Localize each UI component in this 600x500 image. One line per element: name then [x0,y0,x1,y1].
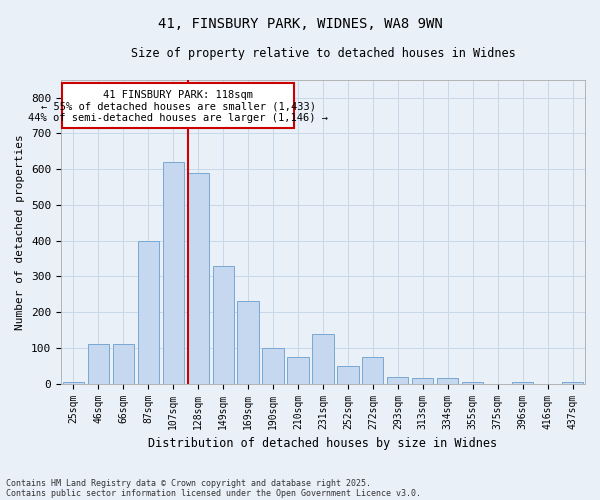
Y-axis label: Number of detached properties: Number of detached properties [16,134,25,330]
Bar [88,344,109,384]
Bar [137,240,159,384]
Text: 41 FINSBURY PARK: 118sqm: 41 FINSBURY PARK: 118sqm [103,90,253,100]
Bar [113,344,134,384]
Text: 41, FINSBURY PARK, WIDNES, WA8 9WN: 41, FINSBURY PARK, WIDNES, WA8 9WN [158,18,442,32]
Bar [163,162,184,384]
Bar [462,382,484,384]
Text: ← 55% of detached houses are smaller (1,433): ← 55% of detached houses are smaller (1,… [41,101,316,111]
Title: Size of property relative to detached houses in Widnes: Size of property relative to detached ho… [131,48,515,60]
Text: Contains public sector information licensed under the Open Government Licence v3: Contains public sector information licen… [6,488,421,498]
X-axis label: Distribution of detached houses by size in Widnes: Distribution of detached houses by size … [148,437,497,450]
Text: 44% of semi-detached houses are larger (1,146) →: 44% of semi-detached houses are larger (… [28,112,328,122]
Bar [287,357,308,384]
FancyBboxPatch shape [62,84,294,128]
Bar [212,266,234,384]
Bar [512,382,533,384]
Bar [313,334,334,384]
Bar [63,382,84,384]
Bar [238,302,259,384]
Text: Contains HM Land Registry data © Crown copyright and database right 2025.: Contains HM Land Registry data © Crown c… [6,478,371,488]
Bar [262,348,284,384]
Bar [437,378,458,384]
Bar [362,357,383,384]
Bar [387,376,409,384]
Bar [337,366,359,384]
Bar [412,378,433,384]
Bar [188,172,209,384]
Bar [562,382,583,384]
